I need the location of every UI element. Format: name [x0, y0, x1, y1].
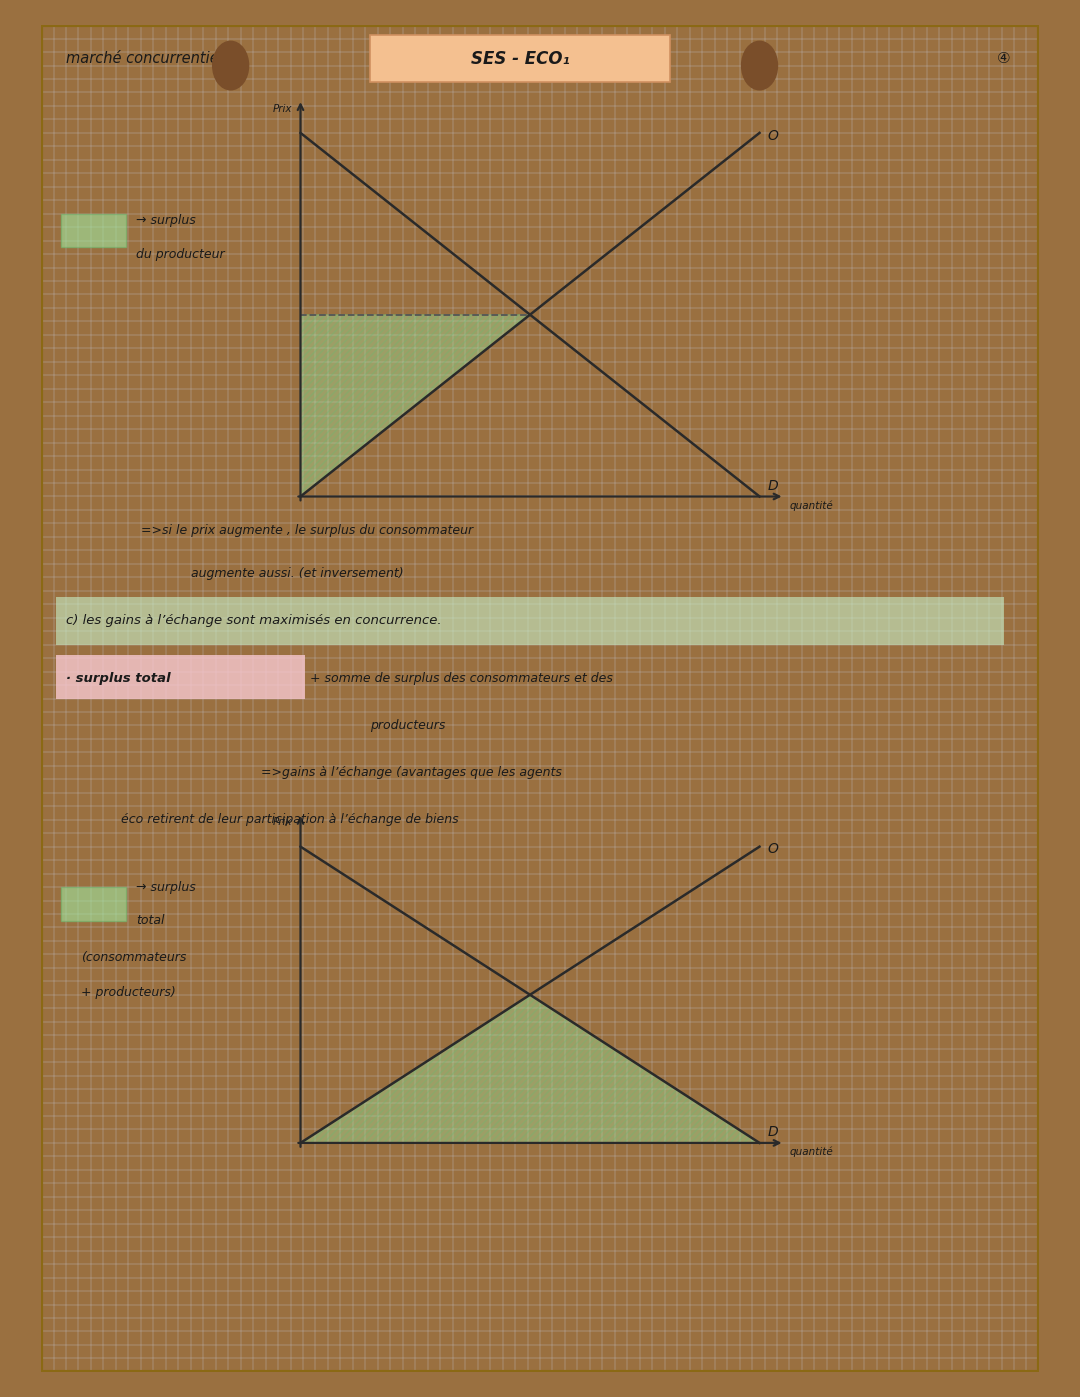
Text: quantité: quantité — [789, 500, 834, 511]
Text: ④: ④ — [997, 52, 1011, 66]
Text: Prix: Prix — [273, 103, 293, 113]
Text: marché concurrentiel: marché concurrentiel — [66, 52, 222, 66]
Polygon shape — [300, 995, 759, 1143]
Text: → surplus: → surplus — [136, 214, 195, 226]
Polygon shape — [300, 314, 530, 496]
Text: c) les gains à l’échange sont maximisés en concurrence.: c) les gains à l’échange sont maximisés … — [66, 613, 442, 627]
Text: augmente aussi. (et inversement): augmente aussi. (et inversement) — [191, 567, 403, 580]
Bar — [56, 655, 306, 698]
Text: D: D — [768, 479, 779, 493]
Bar — [56, 598, 1004, 644]
Text: O: O — [768, 129, 779, 142]
Circle shape — [213, 42, 248, 89]
Text: =>gains à l’échange (avantages que les agents: =>gains à l’échange (avantages que les a… — [260, 766, 562, 780]
Text: du producteur: du producteur — [136, 247, 225, 261]
Text: quantité: quantité — [789, 1147, 834, 1158]
Text: + somme de surplus des consommateurs et des: + somme de surplus des consommateurs et … — [310, 672, 613, 685]
Text: Prix: Prix — [273, 817, 293, 827]
Circle shape — [742, 42, 778, 89]
Text: éco retirent de leur participation à l’échange de biens: éco retirent de leur participation à l’é… — [121, 813, 459, 826]
Text: O: O — [768, 842, 779, 856]
Text: total: total — [136, 914, 164, 928]
Bar — [60, 887, 126, 921]
Bar — [370, 35, 670, 81]
Text: → surplus: → surplus — [136, 880, 195, 894]
Text: + producteurs): + producteurs) — [81, 985, 176, 999]
Bar — [60, 214, 126, 247]
Text: (consommateurs: (consommateurs — [81, 950, 187, 964]
Text: producteurs: producteurs — [370, 719, 446, 732]
Text: =>si le prix augmente , le surplus du consommateur: =>si le prix augmente , le surplus du co… — [140, 524, 473, 536]
Text: D: D — [768, 1125, 779, 1139]
Text: · surplus total: · surplus total — [66, 672, 171, 685]
Text: SES - ECO₁: SES - ECO₁ — [471, 50, 569, 68]
